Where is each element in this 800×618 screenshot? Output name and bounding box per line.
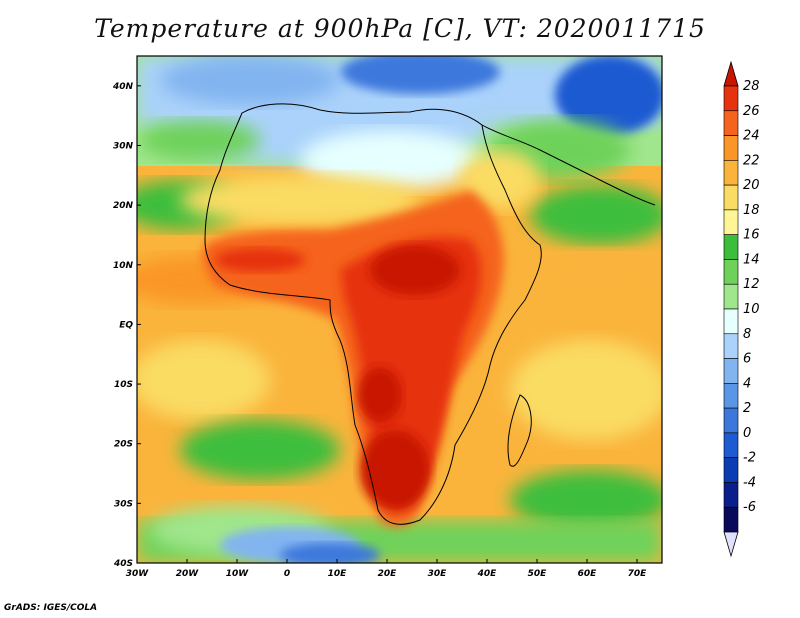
colorbar-label: 24 [743,129,760,144]
colorbar-label: 18 [743,203,760,218]
colorbar-label: 0 [743,426,751,441]
colorbar-swatch [723,283,739,310]
colorbar-swatch [723,259,739,285]
lon-tick-label: 60E [578,569,598,579]
lon-tick-label: 50E [528,569,548,579]
lat-tick-label: 20S [114,440,133,450]
colorbar-swatch [723,506,739,533]
colorbar-label: 12 [743,277,760,292]
lat-tick-label: 10N [113,261,134,271]
lon-tick-label: 30E [428,569,448,579]
colorbar-swatch [723,85,739,112]
colorbar-label: 6 [743,352,751,367]
lat-tick-label: EQ [119,320,133,330]
latitude-axis: 40N 30N 20N 10N EQ 10S 20S 30S 40S [112,82,141,569]
colorbar-top-arrow [723,60,739,87]
credit-footer: GrADS: IGES/COLA [4,603,98,613]
lat-tick-label: 40N [112,82,134,92]
colorbar-bottom-arrow [723,531,739,558]
lat-tick-label: 30S [114,499,133,509]
colorbar-swatch [723,407,739,434]
colorbar-label: 26 [743,104,760,119]
colorbar-swatch [723,308,739,335]
lat-tick-label: 40S [113,559,133,569]
colorbar-label: 10 [743,302,760,317]
lon-tick-label: 10E [328,569,348,579]
lon-tick-label: 30W [126,569,150,579]
colorbar-label: 14 [743,252,760,267]
colorbar-label: 2 [743,401,751,416]
lat-tick-label: 10S [114,380,133,390]
colorbar-label: 16 [743,228,760,243]
colorbar-label: -2 [743,451,756,466]
colorbar-label: 22 [743,153,760,168]
colorbar-swatch [723,358,739,384]
colorbar-swatch [723,457,739,483]
lon-tick-label: 40E [477,569,498,579]
longitude-axis: 30W 20W 10W 0 10E 20E 30E 40E 50E 60E 70E [126,559,647,579]
map-title: Temperature at 900hPa [C], VT: 202001171… [94,14,706,43]
lon-tick-label: 10W [226,569,250,579]
colorbar-swatch [723,160,739,186]
colorbar-swatch [723,110,739,136]
colorbar-swatch [723,135,739,161]
colorbar-label: 8 [743,327,751,342]
temperature-field [137,56,662,563]
colorbar-swatch [723,184,739,211]
lon-tick-label: 20E [378,569,398,579]
colorbar-label: 20 [743,178,760,193]
colorbar-swatch [723,234,739,260]
lat-tick-label: 20N [113,201,134,211]
colorbar-swatch [723,383,739,409]
lon-tick-label: 20W [176,569,200,579]
lon-tick-label: 70E [628,569,648,579]
lon-tick-label: 0 [284,569,290,579]
colorbar-label: -6 [743,500,756,515]
colorbar-label: 4 [743,376,751,391]
lat-tick-label: 30N [113,141,134,151]
colorbar-swatch [723,209,739,235]
colorbar-swatch [723,482,739,508]
colorbar-swatch [723,432,739,458]
coastlines [204,103,656,525]
colorbar-label: -4 [743,475,756,490]
colorbar-label: 28 [743,79,760,94]
colorbar-swatch [723,333,739,359]
